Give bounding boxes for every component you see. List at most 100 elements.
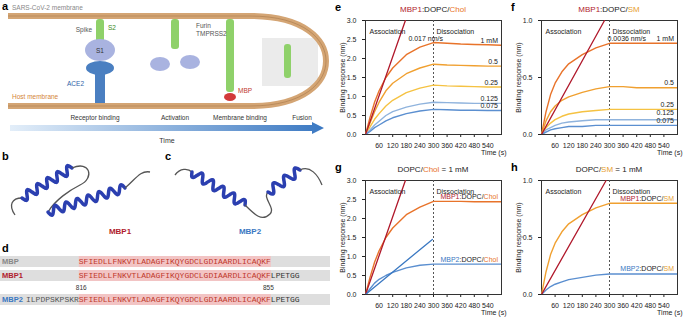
svg-text:300: 300 <box>428 142 440 149</box>
svg-text:d: d <box>2 242 9 254</box>
svg-text:Binding response (nm): Binding response (nm) <box>515 42 523 112</box>
svg-text:240: 240 <box>590 142 602 149</box>
svg-text:MBP2: MBP2 <box>2 295 23 304</box>
svg-text:0.125: 0.125 <box>480 95 498 102</box>
svg-text:0.25: 0.25 <box>484 79 498 86</box>
svg-text:SFIEDLLFNKVTLADAGFIKQYGDCLGDIA: SFIEDLLFNKVTLADAGFIKQYGDCLGDIAARDLICAQKF <box>79 257 271 266</box>
svg-text:360: 360 <box>617 302 629 309</box>
svg-text:0.0: 0.0 <box>347 291 357 298</box>
svg-text:1.0: 1.0 <box>347 253 357 260</box>
svg-text:0.5: 0.5 <box>523 234 533 241</box>
svg-text:420: 420 <box>631 142 643 149</box>
svg-text:MBP2:DOPC/SM: MBP2:DOPC/SM <box>620 265 674 272</box>
svg-text:60: 60 <box>551 142 559 149</box>
svg-text:1 mM: 1 mM <box>657 35 675 42</box>
svg-text:Host membrane: Host membrane <box>12 93 59 100</box>
svg-text:180: 180 <box>576 142 588 149</box>
svg-text:420: 420 <box>455 142 467 149</box>
svg-text:420: 420 <box>631 302 643 309</box>
svg-text:0.017 nm/s: 0.017 nm/s <box>408 35 443 42</box>
svg-text:1.5: 1.5 <box>347 234 357 241</box>
svg-text:MBP1: MBP1 <box>2 271 23 280</box>
svg-text:1.0: 1.0 <box>347 93 357 100</box>
svg-text:MBP2: MBP2 <box>239 227 262 236</box>
svg-text:0.5: 0.5 <box>347 272 357 279</box>
svg-text:120: 120 <box>563 302 575 309</box>
svg-text:Time (s): Time (s) <box>657 309 682 317</box>
svg-text:MBP: MBP <box>238 87 252 94</box>
svg-text:c: c <box>165 150 171 162</box>
svg-text:Time (s): Time (s) <box>481 309 506 317</box>
svg-text:120: 120 <box>387 142 399 149</box>
svg-text:Association: Association <box>546 28 582 35</box>
svg-text:Association: Association <box>370 188 406 195</box>
svg-text:360: 360 <box>617 142 629 149</box>
svg-text:300: 300 <box>604 302 616 309</box>
svg-text:855: 855 <box>263 284 274 291</box>
svg-text:1 mM: 1 mM <box>481 37 499 44</box>
svg-text:420: 420 <box>455 302 467 309</box>
svg-text:Membrane binding: Membrane binding <box>213 114 267 122</box>
svg-text:Dissociation: Dissociation <box>613 28 651 35</box>
svg-text:SFIEDLLFNKVTLADAGFIKQYGDCLGDIA: SFIEDLLFNKVTLADAGFIKQYGDCLGDIAARDLICAQKF… <box>79 271 300 280</box>
svg-text:0.25: 0.25 <box>660 101 674 108</box>
svg-text:120: 120 <box>563 142 575 149</box>
svg-text:816: 816 <box>76 284 87 291</box>
svg-text:300: 300 <box>604 142 616 149</box>
svg-text:S2: S2 <box>108 24 116 31</box>
svg-text:Binding response (nm): Binding response (nm) <box>339 42 347 112</box>
svg-text:MBP2:DOPC/Chol: MBP2:DOPC/Chol <box>440 256 498 263</box>
svg-text:Receptor binding: Receptor binding <box>70 114 120 122</box>
svg-text:Dissociation: Dissociation <box>437 28 475 35</box>
svg-text:0.0036 nm/s: 0.0036 nm/s <box>608 35 647 42</box>
svg-text:2.0: 2.0 <box>347 215 357 222</box>
svg-text:1.5: 1.5 <box>347 74 357 81</box>
svg-text:480: 480 <box>644 142 656 149</box>
svg-text:60: 60 <box>375 142 383 149</box>
svg-text:0.075: 0.075 <box>480 102 498 109</box>
svg-text:0.0: 0.0 <box>523 291 533 298</box>
svg-text:0.5: 0.5 <box>523 74 533 81</box>
svg-text:2.5: 2.5 <box>347 36 357 43</box>
svg-text:480: 480 <box>644 302 656 309</box>
svg-text:ILPDPSKPSKRSFIEDLLFNKVTLADAGFI: ILPDPSKPSKRSFIEDLLFNKVTLADAGFIKQYGDCLGDI… <box>26 295 300 304</box>
svg-text:0.0: 0.0 <box>523 131 533 138</box>
svg-text:MBP1:DOPC/Chol: MBP1:DOPC/Chol <box>440 193 498 200</box>
svg-text:0.125: 0.125 <box>656 109 674 116</box>
svg-text:ACE2: ACE2 <box>67 80 84 87</box>
svg-text:0.0: 0.0 <box>347 131 357 138</box>
svg-text:240: 240 <box>414 302 426 309</box>
svg-text:480: 480 <box>468 302 480 309</box>
svg-text:MBP1:DOPC/SM: MBP1:DOPC/SM <box>620 195 674 202</box>
svg-text:MBP: MBP <box>2 257 19 266</box>
svg-text:MBP1: MBP1 <box>109 227 132 236</box>
svg-text:180: 180 <box>576 302 588 309</box>
svg-text:240: 240 <box>590 302 602 309</box>
svg-text:2.5: 2.5 <box>347 196 357 203</box>
svg-text:Binding response (nm): Binding response (nm) <box>515 202 523 272</box>
svg-text:120: 120 <box>387 302 399 309</box>
svg-text:0.5: 0.5 <box>347 112 357 119</box>
svg-text:1.0: 1.0 <box>523 17 533 24</box>
svg-text:Time (s): Time (s) <box>481 149 506 157</box>
svg-text:480: 480 <box>468 142 480 149</box>
svg-text:b: b <box>2 150 9 162</box>
svg-text:Activation: Activation <box>161 114 190 121</box>
svg-text:S1: S1 <box>96 47 104 54</box>
svg-text:Time (s): Time (s) <box>657 149 682 157</box>
svg-text:Time: Time <box>159 137 174 144</box>
svg-text:a: a <box>2 0 9 12</box>
svg-text:0.5: 0.5 <box>664 79 674 86</box>
svg-text:60: 60 <box>551 302 559 309</box>
svg-text:Fusion: Fusion <box>292 114 312 121</box>
svg-text:240: 240 <box>414 142 426 149</box>
svg-text:3.0: 3.0 <box>347 17 357 24</box>
svg-text:360: 360 <box>441 142 453 149</box>
svg-text:180: 180 <box>400 302 412 309</box>
svg-text:2.0: 2.0 <box>347 55 357 62</box>
svg-text:Spike: Spike <box>76 26 93 34</box>
svg-text:Association: Association <box>546 188 582 195</box>
svg-text:Binding response (nm): Binding response (nm) <box>339 202 347 272</box>
svg-text:TMPRSS2: TMPRSS2 <box>196 30 227 37</box>
svg-text:3.0: 3.0 <box>347 177 357 184</box>
